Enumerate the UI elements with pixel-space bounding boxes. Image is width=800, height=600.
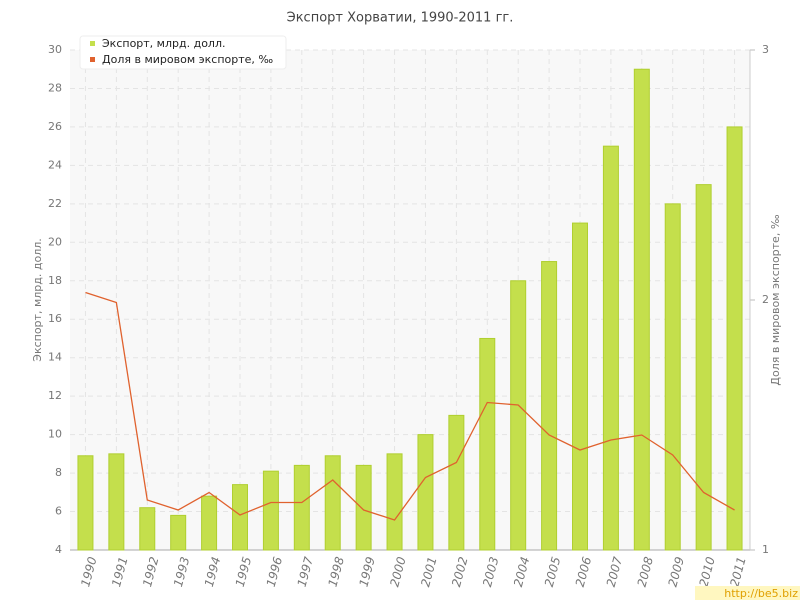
x-tick-label: 2008 [635, 555, 657, 588]
y-tick-label: 8 [55, 466, 62, 479]
bar [510, 280, 527, 551]
x-tick-label: 2003 [480, 555, 501, 588]
legend-swatch [90, 41, 95, 46]
y-tick-label: 24 [48, 158, 62, 171]
legend-label: Доля в мировом экспорте, ‰ [102, 53, 273, 66]
legend-swatch [90, 57, 95, 62]
y-tick-label: 28 [48, 81, 62, 94]
bar [324, 455, 341, 551]
bar [695, 184, 712, 551]
x-tick-label: 1998 [326, 555, 348, 588]
bar [355, 464, 372, 551]
watermark-bg [695, 586, 800, 600]
y2-tick-label: 2 [762, 293, 769, 306]
bar [448, 414, 465, 551]
x-tick-label: 2006 [573, 555, 595, 588]
y-tick-label: 6 [55, 505, 62, 518]
bar [417, 434, 434, 551]
y-tick-label: 26 [48, 120, 62, 133]
x-tick-label: 2011 [727, 555, 748, 588]
bar [726, 126, 743, 551]
y-tick-label: 30 [48, 43, 62, 56]
bar [479, 337, 496, 551]
x-tick-label: 1993 [171, 555, 192, 588]
watermark: http://be5.biz [724, 587, 798, 600]
legend [79, 35, 287, 70]
x-tick-label: 1992 [140, 555, 161, 588]
y-tick-label: 20 [48, 235, 62, 248]
bar [170, 514, 187, 551]
bar [572, 222, 588, 551]
x-tick-label: 2009 [666, 555, 687, 588]
x-tick-label: 1995 [233, 555, 254, 588]
x-tick-label: 1994 [202, 555, 223, 588]
chart-title: Экспорт Хорватии, 1990-2011 гг. [287, 11, 514, 26]
bar [201, 495, 218, 551]
legend-label: Экспорт, млрд. долл. [102, 37, 225, 50]
x-tick-label: 2000 [387, 555, 409, 588]
bar [602, 145, 619, 551]
y-tick-label: 18 [48, 274, 62, 287]
bar [541, 261, 558, 551]
x-tick-label: 2001 [418, 555, 439, 588]
y-tick-label: 14 [48, 351, 62, 364]
legend-items: Экспорт, млрд. долл. Доля в мировом экспо… [90, 37, 273, 66]
x-tick-label: 2002 [449, 555, 470, 588]
x-tick-label: 2005 [542, 555, 563, 588]
bar [633, 68, 650, 551]
y2-tick-label: 1 [762, 543, 769, 556]
bar [293, 464, 310, 551]
y-tick-label: 22 [48, 197, 62, 210]
y-axis-label: Экспорт, млрд. долл. [31, 238, 44, 361]
y-tick-label: 16 [48, 312, 62, 325]
y-tick-label: 10 [48, 428, 62, 441]
bar [262, 470, 279, 551]
y-tick-label: 4 [55, 543, 62, 556]
x-tick-label: 1999 [356, 555, 377, 588]
bar [232, 484, 248, 551]
bar [664, 203, 681, 551]
bar [77, 455, 94, 551]
x-tick-label: 1991 [109, 555, 130, 588]
x-tick-label: 1997 [295, 555, 317, 588]
x-tick-label: 2004 [511, 555, 532, 588]
x-tick-label: 2010 [696, 555, 718, 588]
x-tick-label: 2007 [604, 555, 626, 588]
bar [139, 507, 156, 551]
line [85, 291, 735, 521]
y2-tick-label: 3 [762, 43, 769, 56]
bar [108, 453, 125, 551]
y2-axis-label: Доля в мировом экспорте, ‰ [769, 214, 782, 385]
bar [386, 453, 403, 551]
x-tick-label: 1990 [78, 555, 100, 588]
y-tick-label: 12 [48, 389, 62, 402]
x-tick-label: 1996 [264, 555, 286, 588]
